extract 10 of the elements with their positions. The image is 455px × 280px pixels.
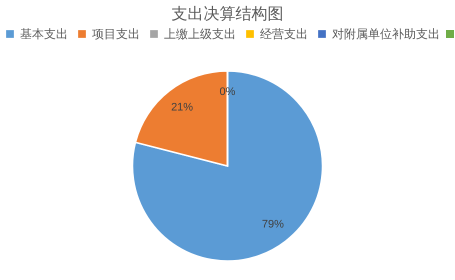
chart-title: 支出决算结构图 (172, 5, 284, 23)
data-label: 21% (171, 101, 194, 114)
data-label: 79% (262, 218, 284, 231)
pie-slice (132, 70, 324, 262)
legend-label: 对附属单位补助支出 (332, 27, 440, 41)
legend-label: 上缴上级支出 (164, 27, 236, 41)
legend-label: 项目支出 (92, 27, 140, 41)
legend-label: 基本支出 (20, 27, 68, 41)
legend-label: 经营支出 (260, 27, 308, 41)
text: 0% (220, 86, 236, 98)
